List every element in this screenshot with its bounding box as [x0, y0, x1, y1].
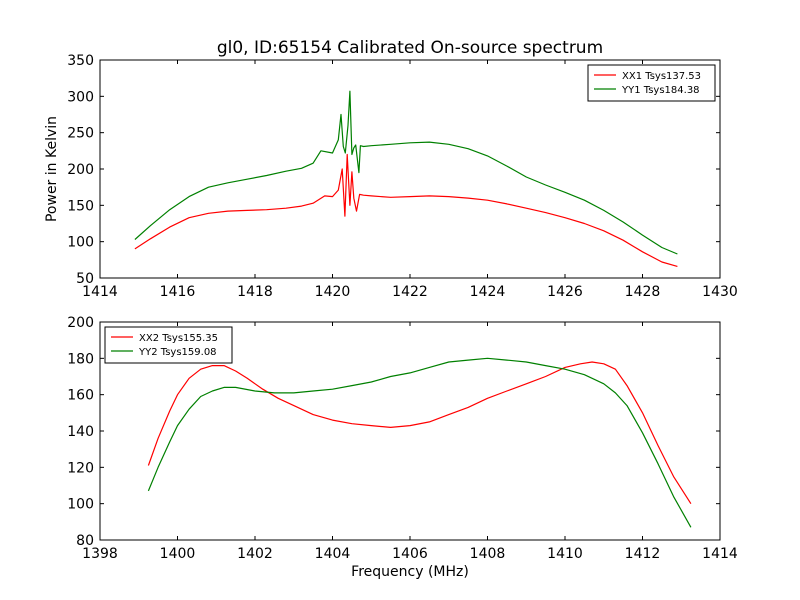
chart-title: gl0, ID:65154 Calibrated On-source spect…: [217, 38, 603, 58]
top-axis-ticks: 1414 1416 1418 1420 1422 1424 1426 1428 1430 50 10…: [67, 53, 738, 300]
top-plot-frame: [99, 59, 721, 279]
legend-label: YY2 Tsys159.08: [138, 347, 217, 358]
y-tick-label: 100: [67, 497, 94, 513]
x-tick-label: 1410: [547, 546, 583, 562]
top-series-line-1: [134, 153, 678, 267]
x-tick-label: 1428: [625, 284, 661, 300]
y-tick-label: 80: [76, 533, 94, 549]
y-tick-label: 350: [67, 53, 94, 69]
top-spectrum-plot: gl0, ID:65154 Calibrated On-source spect…: [44, 38, 738, 300]
y-tick-label: 250: [67, 126, 94, 142]
y-tick-label: 180: [67, 351, 94, 367]
y-tick-label: 150: [67, 198, 94, 214]
x-tick-label: 1418: [237, 284, 273, 300]
top-series-lines: [134, 90, 678, 267]
bottom-plot-frame: [99, 321, 721, 541]
legend-label: YY1 Tsys184.38: [621, 85, 700, 96]
y-tick-label: 120: [67, 460, 94, 476]
top-series-line-2: [134, 90, 678, 255]
y-tick-label: 300: [67, 89, 94, 105]
legend-box: [104, 326, 233, 364]
x-tick-label: 1400: [160, 546, 196, 562]
x-tick-label: 1424: [470, 284, 506, 300]
legend-label: XX2 Tsys155.35: [139, 333, 218, 344]
legend-box: [587, 64, 716, 102]
x-tick-label: 1422: [392, 284, 428, 300]
bottom-series-line-2: [147, 357, 692, 528]
y-tick-label: 200: [67, 315, 94, 331]
y-tick-label: 200: [67, 162, 94, 178]
bottom-legend: XX2 Tsys155.35 YY2 Tsys159.08: [104, 326, 233, 364]
y-tick-label: 160: [67, 388, 94, 404]
bottom-series-line-1: [147, 361, 692, 505]
y-axis-label: Power in Kelvin: [44, 116, 60, 222]
x-tick-label: 1406: [392, 546, 428, 562]
x-tick-label: 1420: [315, 284, 351, 300]
x-tick-label: 1414: [702, 546, 738, 562]
x-tick-label: 1404: [315, 546, 351, 562]
x-tick-label: 1412: [625, 546, 661, 562]
bottom-series-lines: [147, 357, 692, 528]
x-tick-label: 1408: [470, 546, 506, 562]
x-axis-label: Frequency (MHz): [351, 564, 469, 580]
x-tick-label: 1398: [82, 546, 118, 562]
y-tick-label: 100: [67, 235, 94, 251]
x-tick-label: 1414: [82, 284, 118, 300]
bottom-spectrum-plot: Frequency (MHz) 1398 1400 1402 1404 1406 1408…: [67, 315, 738, 580]
x-tick-label: 1426: [547, 284, 583, 300]
x-tick-label: 1416: [160, 284, 196, 300]
top-legend: XX1 Tsys137.53 YY1 Tsys184.38: [587, 64, 716, 102]
y-tick-label: 50: [76, 271, 94, 287]
bottom-axis-ticks: 1398 1400 1402 1404 1406 1408 1410 1412 1414 80 10…: [67, 315, 738, 562]
legend-label: XX1 Tsys137.53: [622, 71, 701, 82]
x-tick-label: 1430: [702, 284, 738, 300]
x-tick-label: 1402: [237, 546, 273, 562]
y-tick-label: 140: [67, 424, 94, 440]
